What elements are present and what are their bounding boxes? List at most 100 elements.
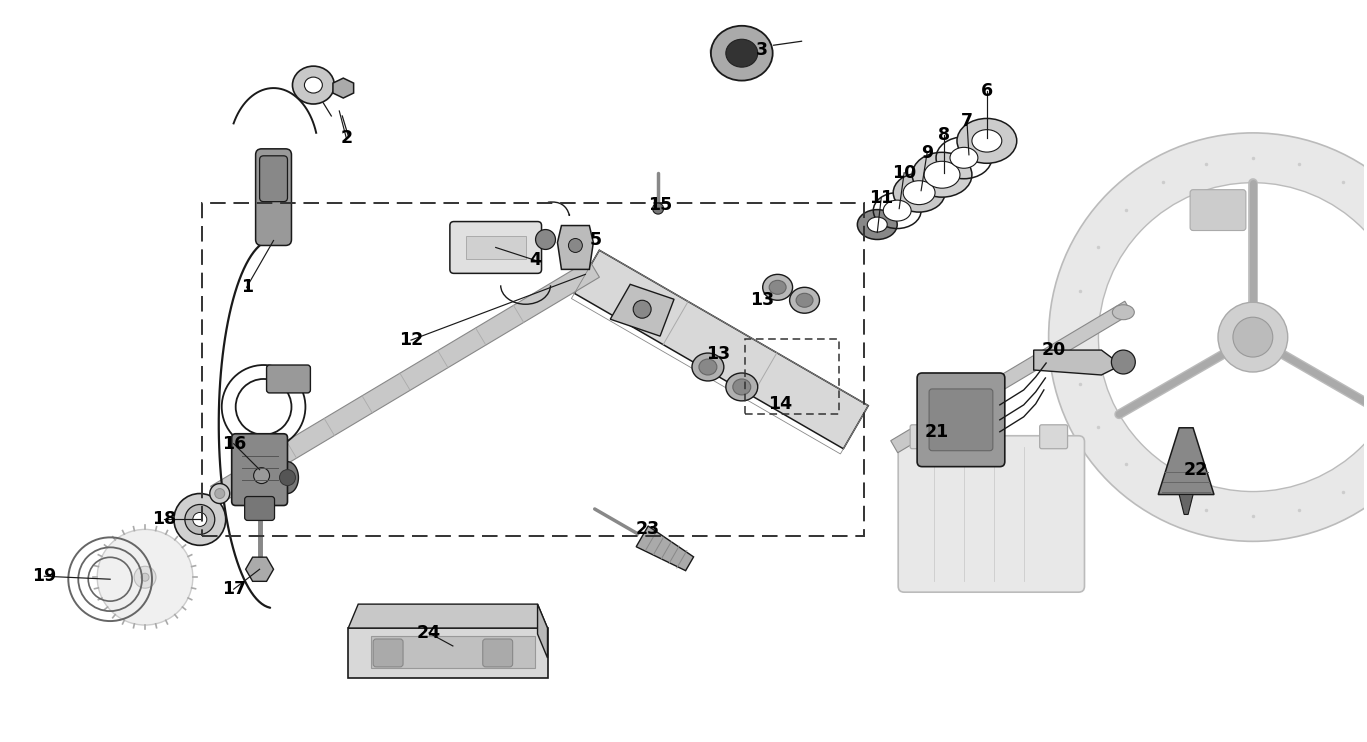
Polygon shape [246, 557, 273, 581]
Ellipse shape [293, 66, 335, 104]
Ellipse shape [790, 287, 819, 313]
Polygon shape [891, 301, 1132, 453]
Text: 3: 3 [756, 42, 768, 59]
Text: 8: 8 [938, 126, 950, 144]
Text: 6: 6 [980, 82, 992, 100]
Circle shape [1048, 133, 1367, 542]
Polygon shape [235, 452, 284, 498]
Text: 21: 21 [925, 423, 949, 441]
Text: 13: 13 [705, 345, 730, 363]
Circle shape [536, 229, 555, 249]
Ellipse shape [141, 574, 149, 581]
Ellipse shape [215, 488, 224, 499]
Bar [745, 339, 839, 414]
FancyBboxPatch shape [256, 149, 291, 246]
Text: 17: 17 [221, 580, 246, 598]
Text: 18: 18 [152, 510, 176, 528]
Circle shape [279, 470, 295, 485]
FancyBboxPatch shape [1040, 425, 1068, 449]
Text: 9: 9 [921, 144, 934, 162]
Ellipse shape [763, 275, 793, 301]
Text: 11: 11 [869, 188, 894, 207]
Text: 24: 24 [417, 624, 442, 642]
Text: 14: 14 [768, 395, 791, 413]
Ellipse shape [209, 484, 230, 504]
Polygon shape [211, 260, 599, 503]
Text: 2: 2 [340, 129, 353, 147]
FancyBboxPatch shape [917, 373, 1005, 467]
Polygon shape [349, 604, 548, 628]
Ellipse shape [1113, 305, 1135, 320]
Text: 23: 23 [636, 520, 660, 539]
Ellipse shape [134, 566, 156, 588]
Text: 5: 5 [589, 232, 601, 249]
FancyBboxPatch shape [450, 222, 541, 273]
FancyBboxPatch shape [483, 639, 513, 667]
Polygon shape [558, 226, 593, 269]
Circle shape [1233, 317, 1273, 357]
Text: 1: 1 [241, 278, 253, 296]
Text: 4: 4 [529, 252, 541, 269]
Ellipse shape [950, 148, 977, 168]
Ellipse shape [857, 209, 897, 240]
Polygon shape [334, 78, 354, 98]
Circle shape [1111, 350, 1136, 374]
Ellipse shape [904, 181, 935, 205]
FancyBboxPatch shape [231, 434, 287, 505]
FancyBboxPatch shape [267, 365, 310, 393]
Circle shape [1218, 302, 1288, 372]
FancyBboxPatch shape [1191, 190, 1245, 231]
Ellipse shape [709, 37, 757, 65]
Polygon shape [1158, 428, 1214, 494]
Polygon shape [610, 284, 674, 336]
Circle shape [1099, 183, 1367, 491]
Ellipse shape [972, 130, 1002, 152]
Polygon shape [1180, 494, 1193, 514]
Text: 19: 19 [33, 567, 56, 585]
Polygon shape [537, 604, 548, 658]
Bar [372, 636, 534, 668]
Bar [202, 203, 864, 536]
Ellipse shape [726, 373, 757, 401]
Ellipse shape [733, 379, 750, 395]
Text: 13: 13 [749, 292, 774, 309]
Ellipse shape [867, 217, 887, 232]
Ellipse shape [699, 359, 716, 375]
Ellipse shape [912, 152, 972, 197]
Ellipse shape [692, 353, 725, 381]
Ellipse shape [305, 77, 323, 93]
Text: 22: 22 [1184, 461, 1208, 479]
Circle shape [254, 467, 269, 484]
Circle shape [652, 203, 663, 214]
Circle shape [633, 301, 651, 318]
Text: 16: 16 [221, 435, 246, 453]
Ellipse shape [883, 200, 912, 221]
Text: 7: 7 [961, 112, 973, 130]
Ellipse shape [924, 161, 960, 188]
FancyBboxPatch shape [898, 436, 1084, 592]
Polygon shape [1033, 350, 1121, 375]
FancyBboxPatch shape [260, 156, 287, 202]
Polygon shape [574, 250, 868, 449]
Ellipse shape [185, 505, 215, 534]
Ellipse shape [174, 493, 226, 545]
Text: 15: 15 [648, 196, 673, 214]
Circle shape [569, 238, 582, 252]
Bar [466, 235, 525, 260]
Polygon shape [636, 526, 693, 571]
Ellipse shape [796, 293, 813, 307]
Polygon shape [349, 628, 548, 678]
Text: 10: 10 [893, 164, 916, 182]
Ellipse shape [770, 280, 786, 295]
Ellipse shape [193, 513, 206, 526]
Text: 12: 12 [399, 331, 424, 349]
Ellipse shape [711, 26, 772, 81]
FancyBboxPatch shape [930, 389, 992, 450]
Ellipse shape [893, 173, 945, 212]
Ellipse shape [726, 39, 757, 67]
Circle shape [97, 529, 193, 625]
FancyArrowPatch shape [548, 202, 570, 215]
Ellipse shape [276, 462, 298, 493]
Ellipse shape [957, 119, 1017, 163]
FancyBboxPatch shape [373, 639, 403, 667]
